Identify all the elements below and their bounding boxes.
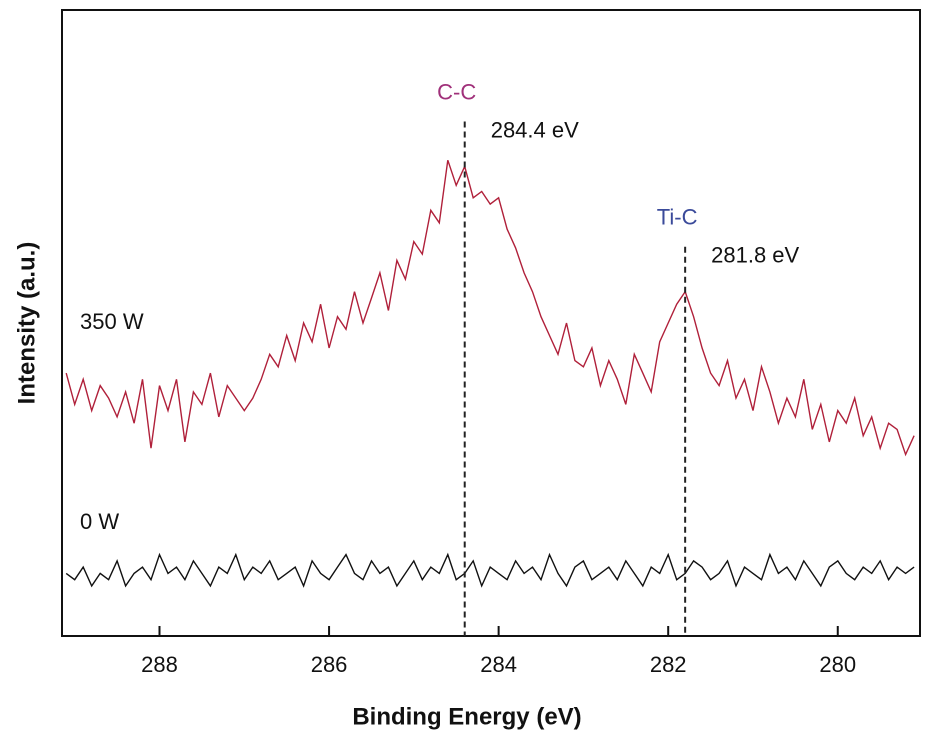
x-tick-label: 284: [480, 652, 517, 677]
marker-label: 284.4 eV: [491, 117, 579, 142]
marker-name: C-C: [437, 79, 476, 104]
marker-label: 281.8 eV: [711, 243, 799, 268]
x-tick-label: 286: [311, 652, 348, 677]
x-tick-label: 288: [141, 652, 178, 677]
x-tick-label: 282: [650, 652, 687, 677]
series-line: [65, 159, 915, 457]
y-axis-label: Intensity (a.u.): [13, 242, 40, 405]
x-axis-label: Binding Energy (eV): [352, 703, 581, 730]
x-tick-label: 280: [819, 652, 856, 677]
plot-frame: [61, 9, 921, 637]
series-line: [65, 552, 915, 588]
series-label: 0 W: [80, 509, 119, 534]
marker-name: Ti-C: [657, 205, 698, 230]
series-label: 350 W: [80, 309, 144, 334]
